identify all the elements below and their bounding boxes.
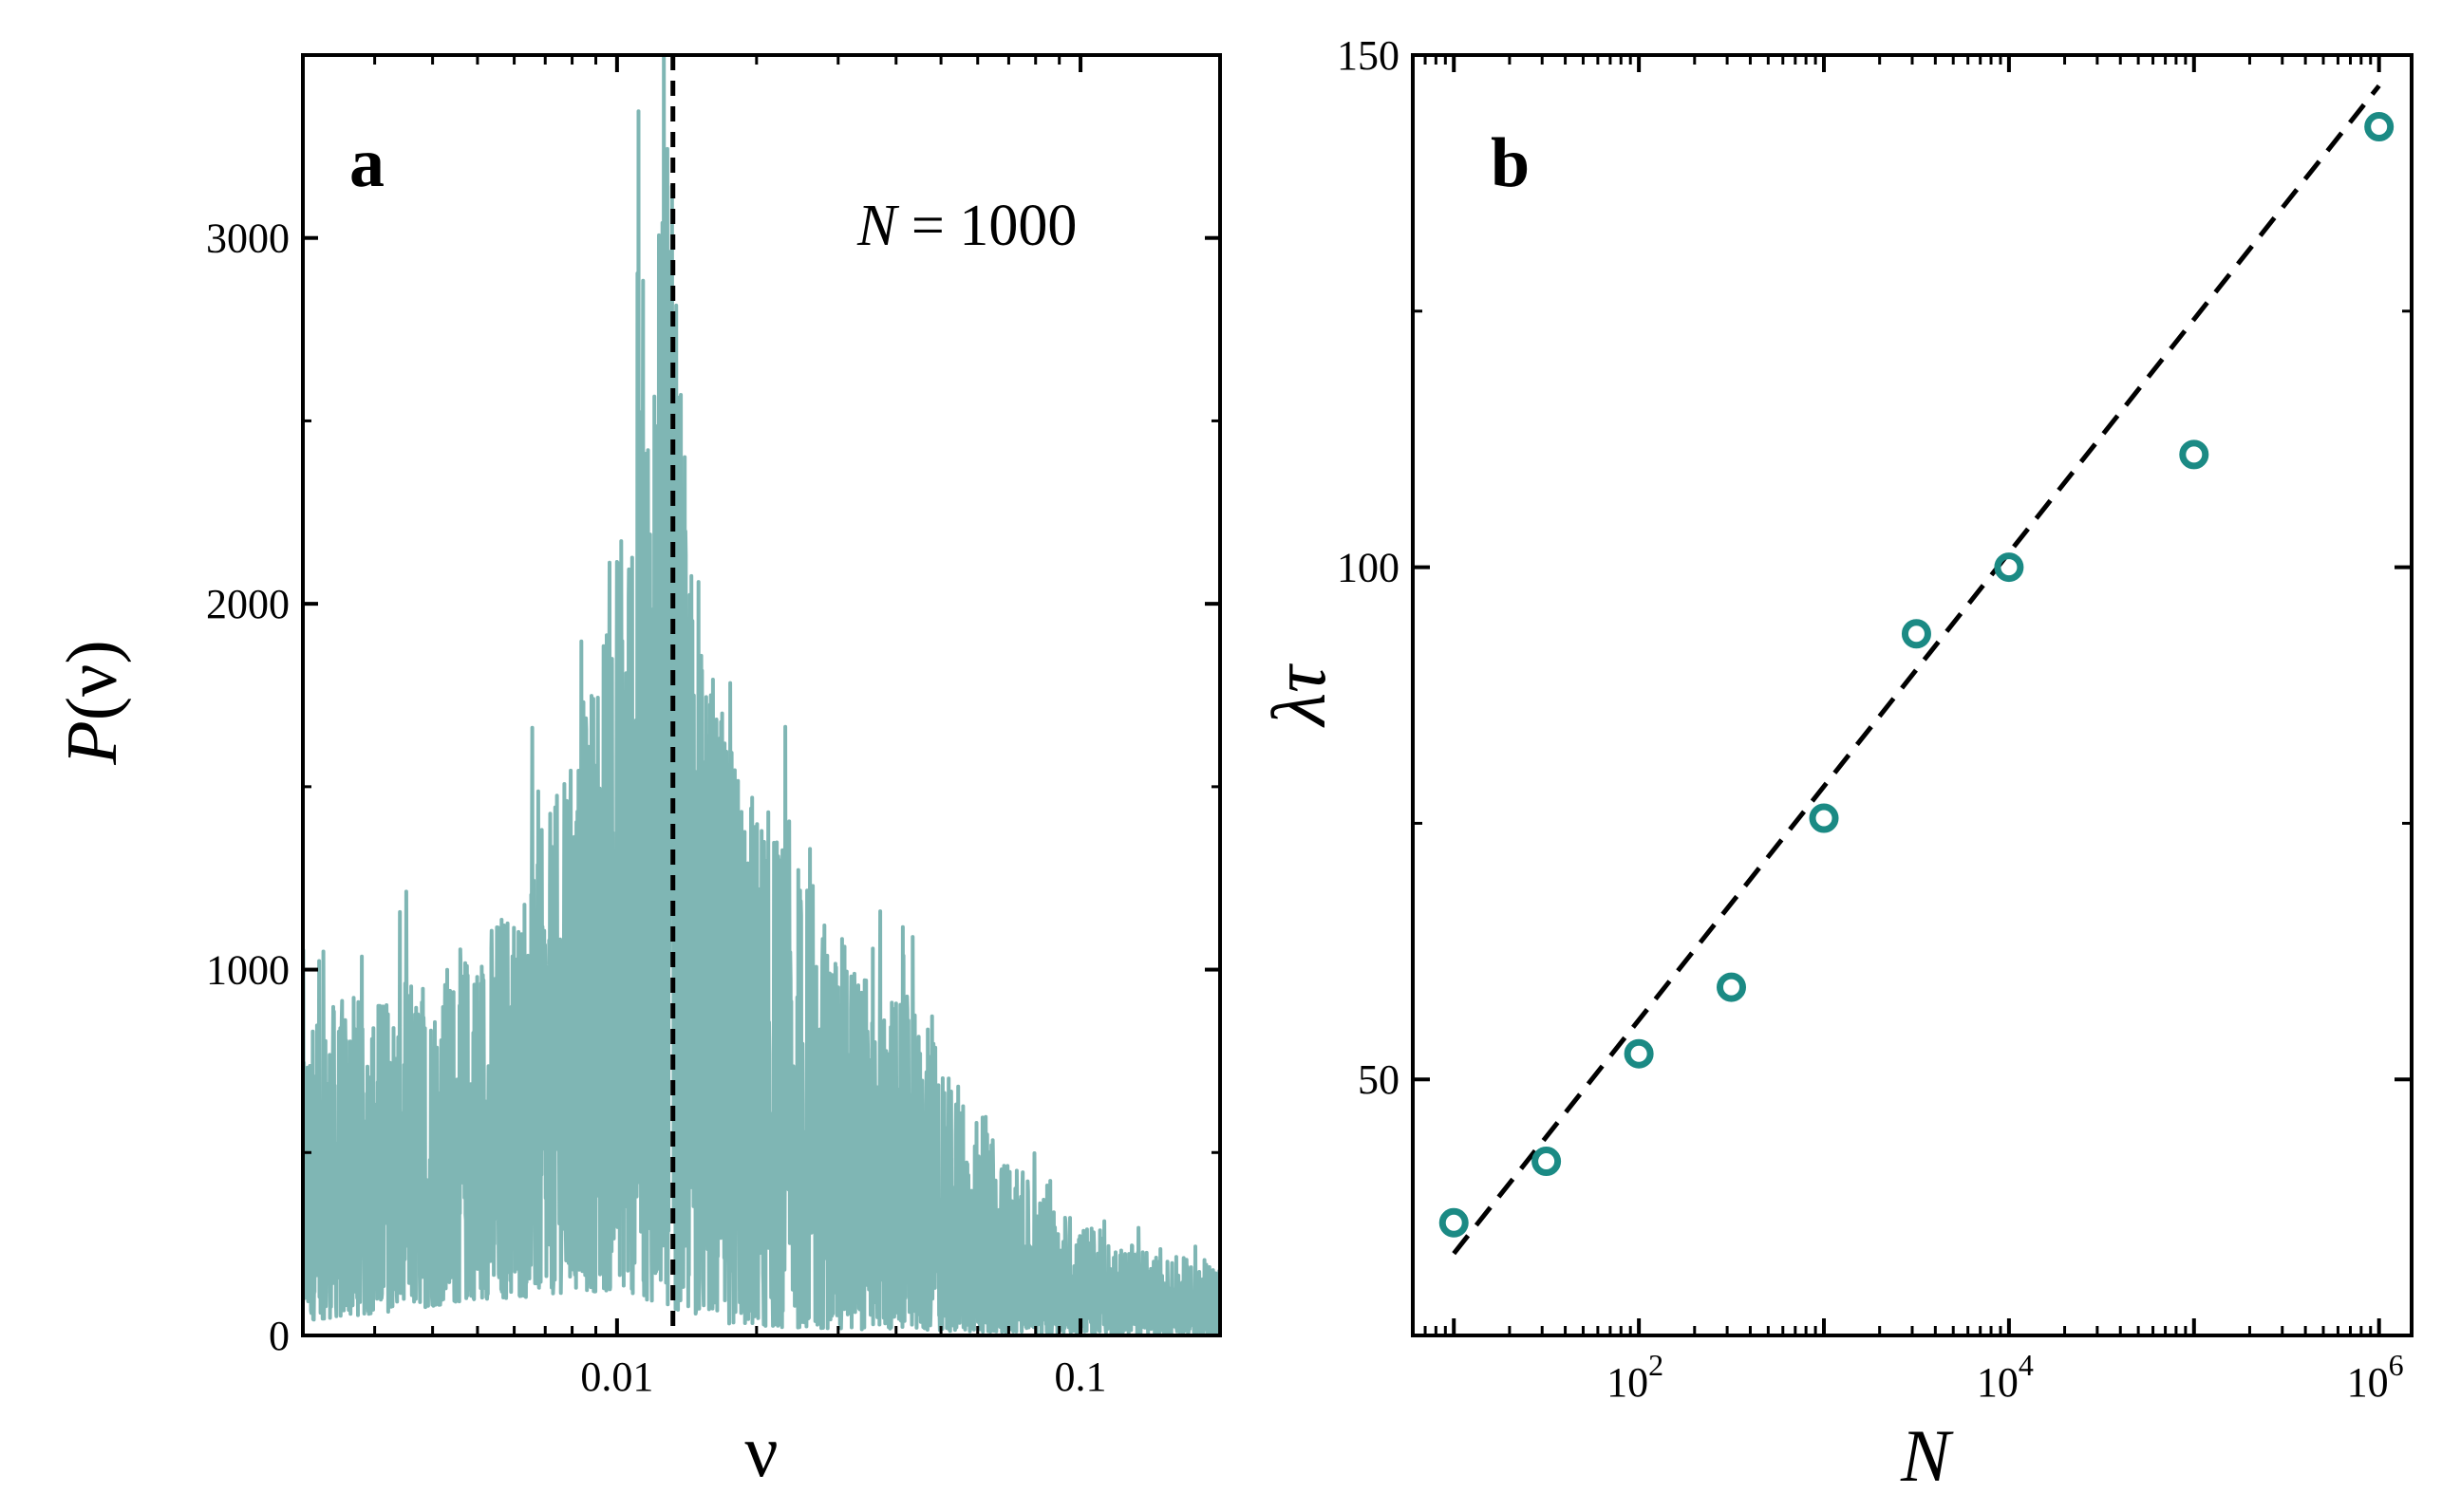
spectrum-line xyxy=(301,53,1222,1336)
panel-a-y-axis-var: P xyxy=(52,720,132,765)
data-point xyxy=(2179,439,2209,470)
y-tick-label: 3000 xyxy=(206,215,290,262)
panel-a-ticks: 0 1000 2000 3000 0.01 0.1 xyxy=(206,55,1220,1400)
data-point xyxy=(1717,972,1747,1002)
data-point xyxy=(1624,1038,1654,1069)
panel-a-label: a xyxy=(349,124,385,202)
fit-line xyxy=(1452,84,2381,1256)
panel-b-frame xyxy=(1411,53,2414,1337)
n-annotation: N = 1000 xyxy=(856,194,1077,258)
x-tick-label-base: 10 xyxy=(2347,1359,2389,1406)
y-tick-label: 1000 xyxy=(206,947,290,994)
x-tick-label: 0.1 xyxy=(1055,1353,1107,1400)
data-point xyxy=(1809,803,1839,833)
panel-a-frame xyxy=(301,53,1222,1337)
x-tick-label: 102 xyxy=(1606,1348,1663,1406)
y-tick-label: 0 xyxy=(269,1313,290,1359)
data-point xyxy=(1994,552,2024,583)
panel-b-label: b xyxy=(1491,124,1530,202)
panel-a-y-axis-rest: (ν) xyxy=(52,640,132,720)
x-tick-label-exponent: 4 xyxy=(2019,1348,2034,1382)
x-tick-label-exponent: 6 xyxy=(2389,1348,2404,1382)
panel-a-x-axis-title: ν xyxy=(744,1409,778,1492)
data-point xyxy=(1531,1147,1562,1177)
panel-a: 0 1000 2000 3000 0.01 0.1 a N = 1000 ν P(ν) xyxy=(52,53,1222,1492)
x-tick-label: 104 xyxy=(1977,1348,2034,1406)
y-tick-label: 150 xyxy=(1337,32,1399,79)
panel-b-x-axis-title: N xyxy=(1900,1414,1954,1497)
x-tick-label-base: 10 xyxy=(1977,1359,2019,1406)
data-point xyxy=(1901,619,1931,649)
scatter-points xyxy=(1438,112,2395,1238)
y-tick-label: 50 xyxy=(1358,1056,1399,1103)
n-annotation-var: N xyxy=(856,194,900,258)
x-tick-label-base: 10 xyxy=(1606,1359,1648,1406)
panel-a-y-axis-title: P(ν) xyxy=(52,640,132,765)
data-point xyxy=(1438,1207,1469,1238)
x-tick-label: 106 xyxy=(2347,1348,2404,1406)
x-tick-label: 0.01 xyxy=(580,1353,653,1400)
y-tick-label: 100 xyxy=(1337,545,1399,591)
n-annotation-value: = 1000 xyxy=(896,194,1077,258)
panel-b-y-axis-title: λτ xyxy=(1258,663,1342,728)
x-tick-label-exponent: 2 xyxy=(1648,1348,1663,1382)
data-point xyxy=(2364,112,2395,142)
y-tick-label: 2000 xyxy=(206,581,290,627)
